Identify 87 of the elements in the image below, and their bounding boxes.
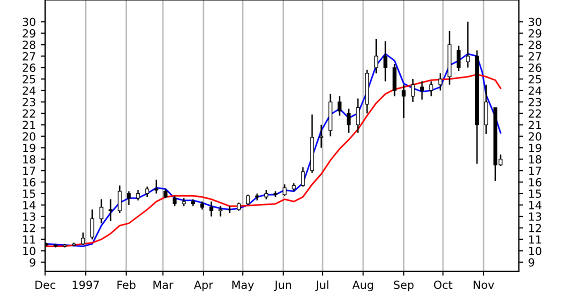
candlestick [456,45,461,72]
y2-tick-label: 19 [529,144,542,152]
candlestick [118,184,122,214]
y-tick-label: 11 [23,235,36,244]
candlestick [410,78,415,103]
x-tick-label: May [232,280,254,292]
x-tick-label: Dec [35,280,56,290]
candlestick [99,198,104,224]
candlestick [466,21,470,68]
x-tick-label: Aug [352,280,373,292]
y2-tick-label: 29 [528,29,542,38]
candlestick [346,108,351,134]
candlestick [338,95,342,116]
candlestick [246,194,250,206]
y-tick-label: 20 [22,132,36,141]
y2-tick-label: 30 [528,18,542,26]
y2-tick-label: 15 [529,190,542,198]
candlestick [392,63,396,97]
y-tick-label: 26 [22,64,36,72]
candlestick [136,189,140,202]
y2-tick-label: 10 [529,246,542,256]
y-tick-label: 21 [22,120,36,130]
y2-tick-label: 14 [529,201,542,210]
y-tick-label: 24 [22,86,36,95]
y2-tick-label: 13 [529,212,542,221]
y2-tick-label: 9 [528,258,534,267]
y-tick-label: 12 [23,224,35,232]
y2-tick-label: 11 [529,235,542,244]
x-tick-label: Jun [274,280,292,292]
y-tick-label: 23 [22,98,36,106]
candlestick [164,188,168,199]
x-tick-label: Oct [434,280,452,290]
candlestick [264,189,268,200]
candlestick [319,124,324,148]
candlestick [90,208,94,240]
candlestick [126,190,131,206]
candlestick [484,84,488,135]
candlestick [282,184,287,197]
y-tick-label: 10 [23,246,36,256]
y2-tick-label: 24 [528,86,542,95]
y-tick-label: 19 [23,144,36,152]
y-tick-label: 17 [23,166,36,175]
x-tick-label: Apr [194,280,214,292]
y2-tick-label: 27 [528,52,542,60]
y2-tick-label: 20 [528,132,542,141]
y2-tick-label: 21 [528,120,542,130]
y-tick-label: 29 [22,29,36,38]
candlestick [356,98,360,134]
x-tick-label: Jul [315,280,328,292]
y-tick-label: 15 [23,190,36,198]
y-tick-label: 14 [23,201,36,210]
x-tick-label: Sep [394,280,414,292]
y-tick-label: 9 [30,258,36,267]
candlestick [438,72,442,92]
candlestick [301,166,305,188]
candlestick [218,205,222,218]
candlestick [209,200,214,218]
candlestick [145,186,150,198]
y-tick-label: 13 [23,212,36,221]
candlestick [420,80,424,100]
y-tick-label: 16 [23,178,36,186]
y-tick-label: 18 [23,155,36,164]
candlestick [383,40,388,82]
y2-tick-label: 22 [528,109,541,118]
y2-tick-label: 28 [528,40,542,50]
y2-tick-label: 26 [528,64,542,72]
y2-tick-label: 16 [529,178,542,186]
x-tick-label: Mar [154,280,174,290]
x-tick-label: Nov [474,280,494,290]
y2-tick-label: 23 [528,98,542,106]
x-tick-label: 1997 [72,280,99,290]
x-tick-label: Feb [118,280,136,290]
candlestick [374,38,378,74]
y2-tick-label: 25 [528,74,542,84]
candlestick [154,179,158,194]
y2-tick-label: 18 [529,155,542,164]
y2-tick-label: 12 [529,224,541,232]
y-tick-label: 30 [22,18,36,26]
y-tick-label: 28 [22,40,36,50]
candlestick [108,198,112,222]
candlestick [81,232,85,246]
y-tick-label: 22 [22,109,35,118]
candlestick [429,80,434,97]
y-tick-label: 25 [22,74,36,84]
y2-tick-label: 17 [529,166,542,175]
y-tick-label: 27 [22,52,36,60]
candlestick [402,84,406,119]
